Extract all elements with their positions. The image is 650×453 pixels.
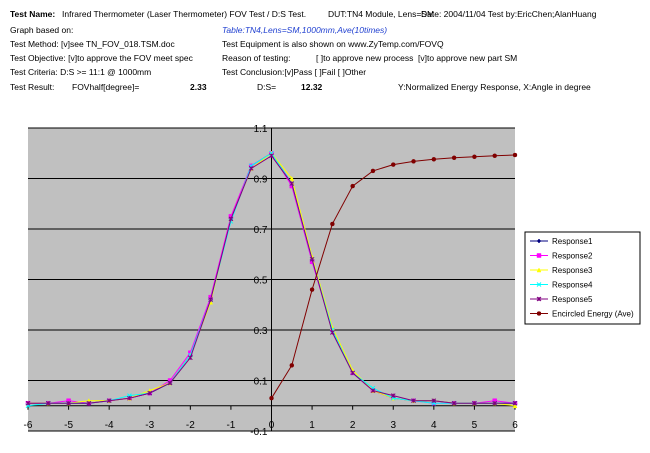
- legend-label: Response1: [552, 237, 593, 246]
- text: Infrared Thermometer (Laser Thermometer)…: [62, 9, 306, 19]
- value: 2.33: [190, 82, 207, 92]
- text: DUT:TN4 Module, Lens=SM: [328, 9, 434, 19]
- legend-marker: [536, 267, 542, 273]
- marker: [228, 216, 234, 222]
- legend-marker: [536, 282, 542, 287]
- marker: [127, 395, 132, 401]
- text: Date: 2004/11/04 Test by:EricChen;AlanHu…: [421, 9, 597, 19]
- marker: [350, 370, 356, 376]
- marker: [309, 287, 315, 292]
- label: D:S=: [257, 82, 276, 92]
- x-tick-label: 6: [512, 420, 518, 431]
- y-tick-label: -0.1: [250, 427, 268, 438]
- marker: [411, 398, 416, 404]
- text: Reason of testing:: [222, 53, 291, 63]
- marker: [431, 398, 437, 404]
- x-tick-label: 1: [309, 420, 315, 431]
- legend-marker: [536, 238, 542, 244]
- marker: [106, 398, 112, 404]
- label: FOVhalf[degree]=: [72, 82, 139, 92]
- marker: [492, 153, 497, 159]
- x-tick-label: -6: [24, 420, 33, 431]
- marker: [350, 183, 355, 189]
- marker: [289, 363, 295, 368]
- marker: [269, 153, 274, 159]
- x-tick-label: 4: [431, 420, 437, 431]
- x-tick-label: 0: [269, 420, 275, 431]
- marker: [269, 395, 274, 401]
- marker: [451, 400, 457, 406]
- marker: [472, 154, 477, 160]
- x-tick-label: -2: [186, 420, 195, 431]
- marker: [25, 400, 31, 406]
- marker: [187, 355, 193, 361]
- marker: [167, 380, 173, 386]
- legend-marker: [536, 311, 542, 316]
- text: Test Objective: [v]to approve the FOV me…: [10, 53, 194, 63]
- x-tick-label: -1: [226, 420, 235, 431]
- legend-label: Encircled Energy (Ave): [552, 310, 634, 319]
- label: Test Name:: [10, 9, 55, 19]
- y-tick-label: 0.3: [254, 326, 268, 337]
- marker: [147, 390, 153, 396]
- legend-label: Response5: [552, 295, 593, 304]
- marker: [512, 152, 518, 158]
- y-tick-label: 0.7: [254, 225, 268, 236]
- marker: [309, 256, 315, 262]
- legend-marker: [536, 296, 542, 302]
- marker: [330, 221, 335, 227]
- x-tick-label: -5: [64, 420, 73, 431]
- y-tick-label: 0.9: [254, 175, 268, 186]
- text: [v]to approve new part SM: [418, 53, 517, 63]
- marker: [472, 400, 477, 406]
- text: Y:Normalized Energy Response, X:Angle in…: [398, 82, 591, 92]
- marker: [289, 175, 295, 181]
- x-tick-label: 3: [390, 420, 396, 431]
- legend-label: Response3: [552, 266, 593, 275]
- text: Test Conclusion:[v]Pass [ ]Fail [ ]Other: [222, 67, 366, 77]
- x-tick-label: -4: [105, 420, 114, 431]
- y-tick-label: 0.1: [254, 377, 268, 388]
- legend-label: Response4: [552, 281, 593, 290]
- marker: [512, 400, 518, 406]
- x-tick-label: 2: [350, 420, 356, 431]
- y-tick-label: 1.1: [254, 124, 268, 135]
- text: Table:TN4,Lens=SM,1000mm,Ave(10times): [222, 25, 387, 35]
- legend-box: [524, 231, 641, 325]
- x-tick-label: 5: [472, 420, 478, 431]
- marker: [370, 168, 376, 174]
- value: 12.32: [301, 82, 323, 92]
- marker: [411, 159, 416, 164]
- marker: [451, 155, 457, 161]
- marker: [248, 166, 254, 171]
- text: Test Equipment is also shown on www.ZyTe…: [222, 39, 444, 49]
- marker: [492, 400, 498, 406]
- label: Test Result:: [10, 82, 54, 92]
- marker: [391, 162, 396, 167]
- legend: Response1 Response2 Response3 Response4 Resp…: [524, 231, 641, 325]
- label: Graph based on:: [10, 25, 73, 35]
- marker: [86, 400, 92, 406]
- y-tick-label: 0.5: [254, 276, 268, 287]
- legend-marker: [536, 253, 542, 258]
- text: [ ]to approve new process: [316, 53, 413, 63]
- marker: [208, 297, 213, 303]
- marker: [45, 400, 51, 406]
- marker: [512, 403, 518, 408]
- marker: [289, 181, 295, 186]
- marker: [431, 157, 437, 162]
- marker: [370, 388, 376, 393]
- marker: [390, 393, 396, 399]
- chart: -0.1 0.1 0.3 0.5 0.7 0.9 1.1 -6 -5 -4 -3 -2 -1 0 1 2 3 4 5…: [24, 124, 641, 438]
- x-tick-label: -3: [145, 420, 154, 431]
- text: Test Method: [v]see TN_FOV_018.TSM.doc: [10, 39, 175, 49]
- text: Test Criteria: D:S >= 11:1 @ 1000mm: [10, 67, 151, 77]
- marker: [330, 330, 335, 335]
- marker: [66, 400, 71, 406]
- legend-label: Response2: [552, 252, 593, 261]
